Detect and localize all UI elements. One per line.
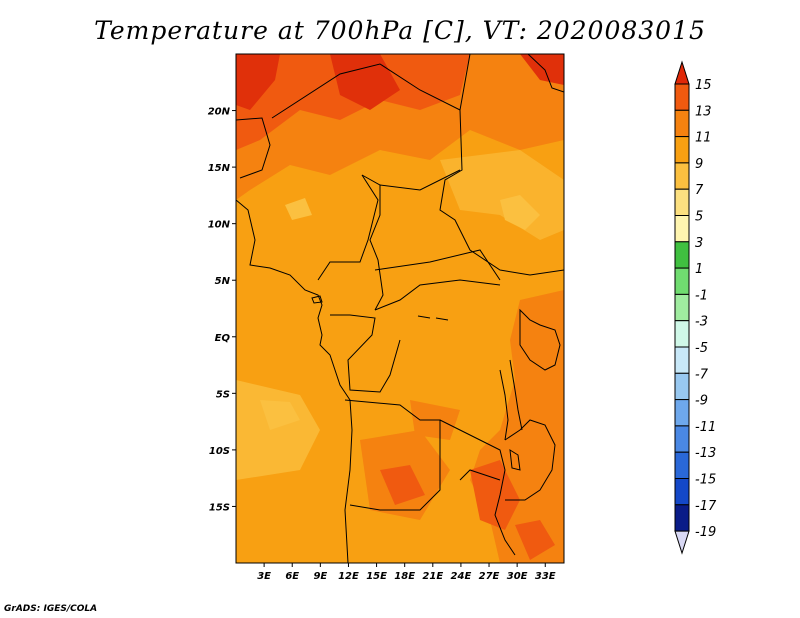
lon-tick-label: 21E [422,571,443,582]
colorbar-swatch [674,451,690,480]
colorbar-label: 1 [695,262,703,277]
map-title: Temperature at 700hPa [C], VT: 202008301… [94,16,706,45]
colorbar-label: 13 [695,104,712,119]
colorbar-swatch [674,241,690,269]
lon-tick-label: 24E [451,571,472,582]
colorbar-label: 15 [695,78,712,93]
colorbar-label: -17 [695,499,717,514]
colorbar-swatch [674,83,690,111]
lon-tick-label: 30E [507,571,528,582]
coastlines [236,54,564,563]
colorbar-swatch [674,478,690,506]
lat-axis: 20N 15N 10N 5N EQ 5S 10S 15S [208,107,236,513]
colorbar-label: -15 [695,473,716,488]
colorbar-label: -3 [695,315,708,330]
colorbar-swatch [674,188,690,216]
colorbar-bottom-arrow [674,530,690,555]
temperature-field [236,54,564,563]
colorbar-swatch [674,109,690,138]
colorbar-swatch [674,320,690,348]
credit-text: GrADS: IGES/COLA [4,604,98,614]
colorbar-swatch [674,425,690,453]
colorbar-swatch [674,504,690,532]
colorbar-label: -13 [695,446,716,461]
lon-tick-label: 27E [479,571,500,582]
lon-tick-label: 12E [338,571,359,582]
lon-axis: 3E 6E 9E 12E 15E 18E 21E 24E 27E 30E 33E [257,563,556,582]
colorbar-swatch [674,346,690,374]
lat-tick-label: 15S [209,502,230,513]
colorbar-swatch [674,215,690,243]
lon-tick-label: 33E [535,571,556,582]
colorbar: 15 13 11 9 7 5 3 1 -1 -3 -5 -7 -9 -11 -13 -15 -17 -19 [674,60,717,555]
colorbar-label: 7 [695,183,704,198]
colorbar-label: 5 [695,210,703,225]
lat-tick-label: 15N [208,163,231,174]
colorbar-label: -19 [695,525,716,540]
colorbar-swatch [674,267,690,295]
colorbar-label: 11 [695,131,712,146]
colorbar-swatch [674,399,690,427]
colorbar-swatch [674,293,690,322]
colorbar-label: -5 [695,341,708,356]
lat-tick-label: 5S [216,389,230,400]
colorbar-label: -7 [695,367,709,382]
colorbar-swatch [674,136,690,164]
colorbar-swatch [674,162,690,190]
colorbar-label: -9 [695,394,708,409]
colorbar-top-arrow [674,60,690,85]
lon-tick-label: 9E [313,571,327,582]
lon-tick-label: 18E [394,571,415,582]
colorbar-label: 9 [695,157,703,172]
colorbar-label: -1 [695,288,708,303]
lat-tick-label: EQ [215,333,231,344]
lat-tick-label: 20N [208,107,231,118]
colorbar-swatch [674,372,690,401]
lon-tick-label: 15E [366,571,387,582]
lon-tick-label: 3E [257,571,271,582]
lat-tick-label: 5N [215,276,231,287]
map-frame [235,53,565,564]
colorbar-label: -11 [695,420,716,435]
colorbar-label: 3 [695,236,703,251]
lat-tick-label: 10S [209,446,230,457]
lat-tick-label: 10N [208,220,231,231]
lon-tick-label: 6E [285,571,299,582]
